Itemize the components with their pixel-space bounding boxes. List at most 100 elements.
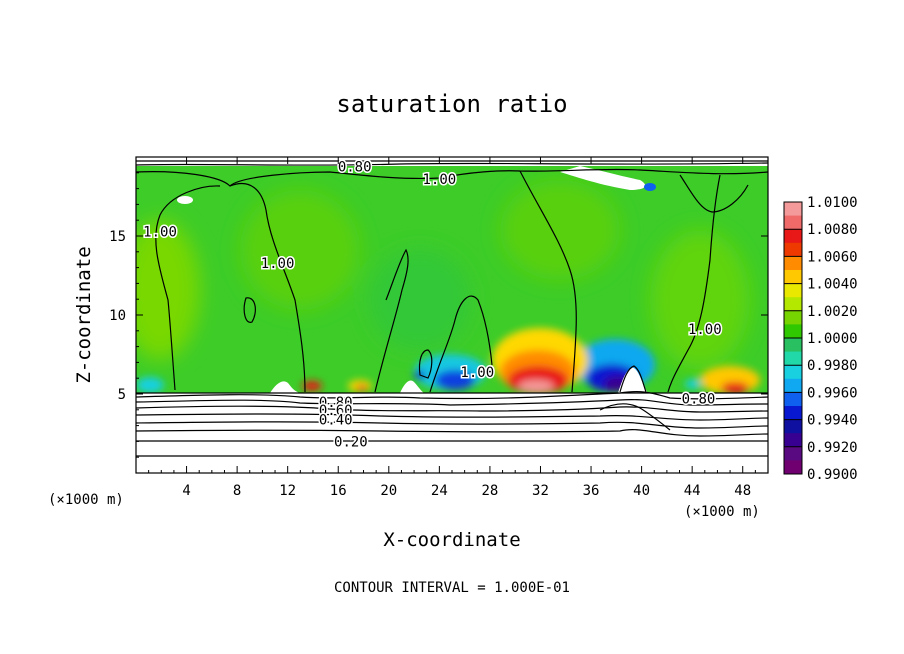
colorbar-swatch [784, 392, 802, 407]
field-patch-cyan [685, 379, 701, 389]
y-tick-label: 10 [109, 308, 126, 324]
x-tick-label: 48 [734, 483, 751, 499]
field-patch [370, 250, 470, 350]
colorbar-label: 0.9920 [807, 440, 858, 456]
colorbar-swatch [784, 419, 802, 434]
contour-label: 0.20 [334, 434, 368, 450]
x-axis-label: X-coordinate [383, 529, 520, 551]
x-tick-label: 12 [279, 483, 296, 499]
colorbar-label: 0.9900 [807, 467, 858, 483]
contour-1.00 [519, 170, 577, 393]
contour-bump [599, 403, 671, 431]
contour-0.70 [136, 399, 768, 406]
x-tick-label: 24 [431, 483, 448, 499]
contour-label: 1.00 [143, 224, 177, 240]
colorbar-label: 1.0080 [807, 222, 858, 238]
contour-label: 1.00 [460, 365, 494, 381]
y-tick-label: 5 [118, 387, 126, 403]
x-tick-label: 8 [233, 483, 241, 499]
chart-title: saturation ratio [336, 90, 567, 118]
plot-area: 0.801.001.001.001.001.000.800.600.400.20… [136, 157, 768, 473]
x-tick-label: 4 [182, 483, 190, 499]
field-bump [400, 380, 424, 393]
x-tick-label: 36 [583, 483, 600, 499]
contour-0.80 [136, 391, 768, 400]
colorbar-swatch [784, 406, 802, 421]
field-patch [136, 220, 200, 360]
colorbar-swatch [784, 310, 802, 325]
contour-labels: 0.801.001.001.001.001.000.800.600.400.20… [142, 158, 724, 452]
colorbar-swatch [784, 433, 802, 448]
field-bump [270, 381, 300, 393]
field-patch [650, 230, 750, 370]
colorbar-label: 1.0040 [807, 277, 858, 293]
contour-1.00 [155, 185, 221, 391]
colorbar-swatch [784, 229, 802, 244]
contour-lines [136, 160, 768, 457]
field-patch-pink [518, 380, 554, 392]
colorbar-swatch [784, 324, 802, 339]
contour-1.00 [243, 297, 256, 323]
contour-1.00 [374, 248, 409, 393]
colorbar-swatch [784, 378, 802, 393]
colorbar-swatch [784, 202, 802, 217]
x-tick-label: 32 [532, 483, 549, 499]
colorbar-swatch [784, 297, 802, 312]
field-gap [177, 196, 193, 204]
field-gap [644, 183, 656, 191]
contour-label: 1.00 [688, 322, 722, 338]
colorbar-swatch [784, 256, 802, 271]
x-unit-left: (×1000 m) [48, 492, 124, 508]
colorbar-swatch [784, 270, 802, 285]
colorbar-label: 0.9980 [807, 358, 858, 374]
contour-interval: CONTOUR INTERVAL = 1.000E-01 [334, 580, 570, 596]
colorbar-label: 0.9960 [807, 385, 858, 401]
contour-0.80 [136, 162, 768, 166]
field-patch-blue [435, 370, 475, 390]
x-axis-ticks: 4 8 12 16 20 24 28 32 36 40 44 48 [148, 157, 756, 499]
colorbar: 1.0100 1.0080 1.0060 1.0040 1.0020 1.0000 0.99… [783, 195, 858, 483]
colorbar-swatch [784, 446, 802, 461]
colorbar-label: 1.0000 [807, 331, 858, 347]
contour-1.00 [667, 174, 721, 393]
colorbar-swatch [784, 215, 802, 230]
x-tick-label: 16 [330, 483, 347, 499]
contour-0.50 [136, 413, 768, 421]
field-patch [240, 190, 360, 310]
contour-1.00 [229, 182, 306, 393]
y-tick-label: 15 [109, 229, 126, 245]
colorbar-label: 1.0060 [807, 249, 858, 265]
field-patch-cyan [136, 377, 164, 393]
x-tick-label: 20 [380, 483, 397, 499]
colorbar-swatch [784, 460, 802, 475]
contour-1.00 [429, 295, 493, 393]
colorbar-swatch [784, 351, 802, 366]
colorbar-label: 1.0020 [807, 304, 858, 320]
colorbar-swatch [784, 338, 802, 353]
y-axis-ticks: 5 10 15 [109, 172, 768, 458]
contour-0.40 [136, 421, 768, 429]
x-tick-label: 44 [684, 483, 701, 499]
colorbar-label: 0.9940 [807, 413, 858, 429]
field-gap [560, 166, 646, 190]
colorbar-swatch [784, 283, 802, 298]
colorbar-swatch [784, 365, 802, 380]
contour-label: 0.60 [319, 403, 353, 419]
field-patch-red [302, 381, 322, 391]
contour-0.30 [136, 429, 768, 437]
field-patch [500, 180, 620, 280]
contour-label: 1.00 [261, 256, 295, 272]
x-tick-label: 28 [481, 483, 498, 499]
x-tick-label: 40 [633, 483, 650, 499]
field-patch-red [721, 382, 749, 394]
contour-1.00 [418, 349, 433, 379]
field-patch-red [356, 385, 368, 391]
contour-label: 0.80 [682, 392, 716, 408]
x-unit-right: (×1000 m) [684, 504, 760, 520]
field-bump [618, 367, 648, 393]
contour-label: 1.00 [423, 172, 457, 188]
contour-1.00 [679, 174, 749, 213]
contour-0.60 [136, 405, 768, 413]
contour-label: 0.80 [338, 159, 372, 175]
